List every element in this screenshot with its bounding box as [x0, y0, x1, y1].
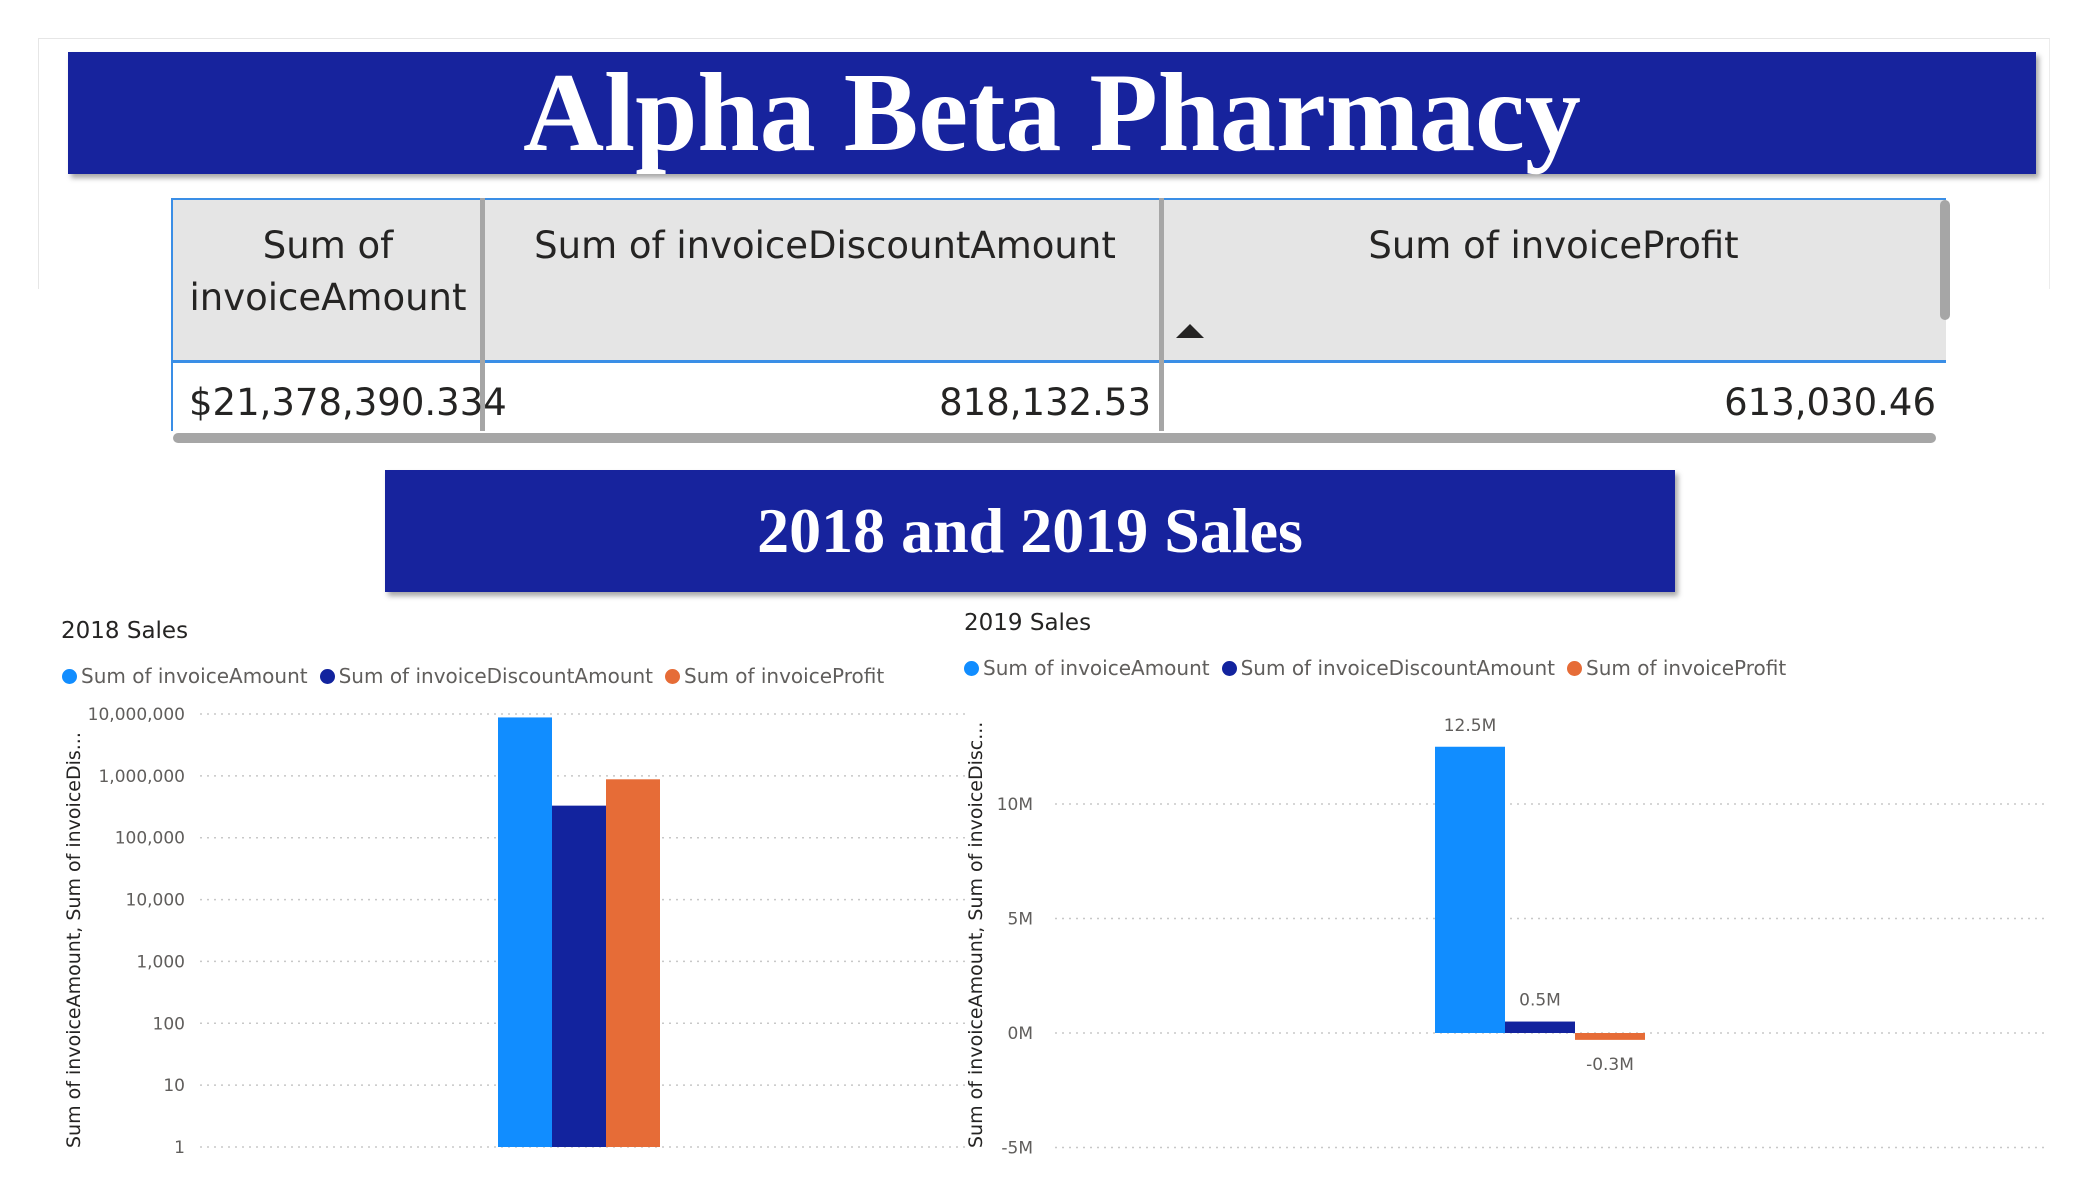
y-tick-label: 10,000,000 — [88, 705, 185, 725]
report-frame — [38, 38, 2050, 289]
bar — [552, 805, 606, 1147]
column-header-invoice-amount[interactable]: Sum of invoiceAmount — [189, 224, 467, 319]
cell-invoice-discount-amount: 818,132.53 — [939, 381, 1151, 424]
row-border — [171, 363, 173, 431]
legend-item[interactable]: Sum of invoiceProfit — [1567, 656, 1786, 680]
chart-2018-title: 2018 Sales — [61, 618, 189, 644]
horizontal-scrollbar[interactable] — [173, 433, 1936, 443]
y-axis-title: Sum of invoiceAmount, Sum of invoiceDis.… — [63, 732, 85, 1148]
legend-label: Sum of invoiceDiscountAmount — [338, 664, 654, 688]
chart-2019-title: 2019 Sales — [964, 610, 1092, 636]
y-tick-label: 100 — [153, 1014, 185, 1034]
legend-item[interactable]: Sum of invoiceDiscountAmount — [1221, 656, 1556, 680]
legend-label: Sum of invoiceAmount — [81, 664, 308, 688]
cell-invoice-profit: 613,030.46 — [1724, 381, 1936, 424]
legend-dot-icon — [964, 660, 979, 676]
column-header-invoice-discount-amount[interactable]: Sum of invoiceDiscountAmount — [534, 224, 1116, 267]
column-header-invoice-profit[interactable]: Sum of invoiceProfit — [1368, 224, 1739, 267]
summary-table: Sum of invoiceAmount Sum of invoiceDisco… — [171, 198, 1950, 443]
legend-dot-icon — [1567, 660, 1583, 676]
legend-dot-icon — [62, 668, 77, 684]
legend-item[interactable]: Sum of invoiceDiscountAmount — [319, 664, 654, 688]
column-divider[interactable] — [1159, 198, 1164, 431]
bar — [606, 779, 660, 1147]
y-axis-title: Sum of invoiceAmount, Sum of invoiceDisc… — [965, 722, 987, 1148]
chart-2018-plot: 10,000,000 1,000,000 100,000 10,000 1,000 100… — [63, 705, 965, 1158]
chart-2019-legend: Sum of invoiceAmount Sum of invoiceDisco… — [964, 656, 1798, 680]
legend-label: Sum of invoiceProfit — [684, 664, 885, 688]
legend-item[interactable]: Sum of invoiceAmount — [62, 664, 308, 688]
bar — [498, 717, 552, 1147]
y-tick-label: 100,000 — [115, 829, 185, 849]
legend-dot-icon — [665, 668, 681, 684]
chart-2018-legend: Sum of invoiceAmount Sum of invoiceDisco… — [62, 664, 896, 688]
chart-2019-plot: 10M 5M 0M -5M Sum of invoiceAmount, Sum of i… — [965, 716, 2045, 1159]
legend-label: Sum of invoiceProfit — [1586, 656, 1787, 680]
sort-ascending-icon[interactable] — [1176, 324, 1204, 338]
data-label: -0.3M — [1586, 1055, 1634, 1075]
section-title: 2018 and 2019 Sales — [385, 470, 1675, 592]
legend-item[interactable]: Sum of invoiceAmount — [964, 656, 1210, 680]
bar — [1575, 1033, 1645, 1040]
cell-invoice-amount: $21,378,390.334 — [189, 381, 507, 424]
table-header-row: Sum of invoiceAmount Sum of invoiceDisco… — [171, 198, 1946, 363]
y-tick-label: 1 — [174, 1138, 185, 1158]
y-tick-label: 10,000 — [126, 891, 185, 911]
y-tick-label: 10M — [997, 795, 1033, 815]
legend-label: Sum of invoiceDiscountAmount — [1240, 656, 1556, 680]
legend-dot-icon — [319, 668, 335, 684]
y-tick-label: 1,000 — [136, 952, 185, 972]
data-label: 0.5M — [1519, 991, 1561, 1011]
y-tick-label: 0M — [1008, 1024, 1033, 1044]
legend-label: Sum of invoiceAmount — [983, 656, 1210, 680]
data-label: 12.5M — [1444, 716, 1497, 736]
vertical-scrollbar[interactable] — [1940, 200, 1950, 320]
bar — [1435, 746, 1505, 1033]
y-tick-label: -5M — [1001, 1139, 1033, 1159]
bar — [1505, 1021, 1575, 1033]
y-tick-label: 10 — [163, 1076, 185, 1096]
legend-item[interactable]: Sum of invoiceProfit — [665, 664, 884, 688]
y-tick-label: 1,000,000 — [98, 767, 185, 787]
page-title: Alpha Beta Pharmacy — [68, 51, 2036, 175]
column-divider[interactable] — [480, 198, 485, 431]
y-tick-label: 5M — [1008, 910, 1033, 930]
legend-dot-icon — [1221, 660, 1237, 676]
